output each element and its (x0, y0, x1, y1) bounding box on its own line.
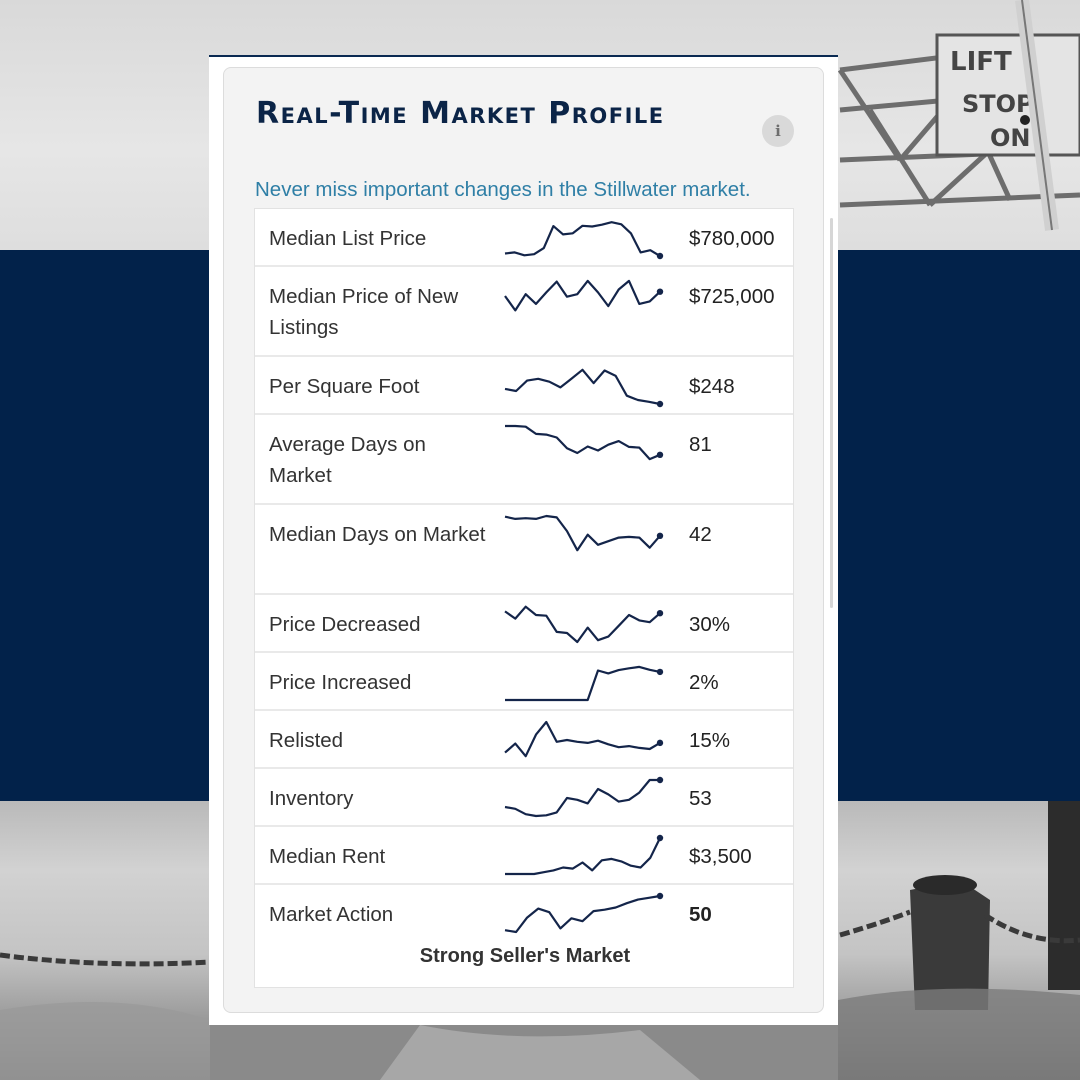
sparkline-chart (504, 514, 664, 552)
metric-value: 2% (689, 671, 719, 694)
metric-label: Median Days on Market (269, 523, 486, 546)
widget-title: Real-Time Market Profile (256, 96, 665, 131)
metric-row: Market Action 50 Strong Seller's Market (255, 885, 793, 987)
sparkline-trend-line (505, 837, 661, 876)
metric-value: 53 (689, 787, 712, 810)
svg-text:ON: ON (990, 124, 1031, 152)
metric-row: Per Square Foot $248 (255, 357, 793, 415)
metric-row: Inventory 53 (255, 769, 793, 827)
sparkline-endpoint (656, 668, 664, 676)
metric-row: Average Days on Market 81 (255, 415, 793, 505)
metric-value: 81 (689, 433, 712, 456)
sparkline-chart (504, 720, 664, 758)
sparkline-trend-line (504, 894, 661, 934)
sparkline-trend-line (504, 279, 661, 312)
sparkline-endpoint (656, 739, 664, 747)
sparkline-trend-line (504, 720, 661, 758)
sparkline-chart (504, 892, 664, 934)
sparkline-chart (504, 221, 664, 260)
metric-value: $248 (689, 375, 735, 398)
sparkline-trend-line (505, 424, 661, 461)
sparkline-trend-line (504, 514, 661, 552)
info-icon[interactable]: i (762, 115, 794, 147)
metric-row: Median List Price $780,000 (255, 209, 793, 267)
metric-row: Median Rent $3,500 (255, 827, 793, 885)
metric-label: Median Price of New Listings (269, 285, 459, 339)
sparkline-trend-line (504, 221, 661, 257)
metric-label: Average Days on Market (269, 433, 426, 487)
metrics-table: Median List Price $780,000 Median Price of… (254, 208, 794, 988)
sparkline-chart (504, 279, 664, 312)
sparkline-chart (505, 424, 664, 461)
metric-label: Price Decreased (269, 613, 421, 636)
market-profile-widget: Real-Time Market Profile i Never miss im… (209, 55, 838, 1025)
scrollbar[interactable] (830, 218, 833, 608)
sparkline-endpoint (656, 288, 664, 295)
metric-value: 42 (689, 523, 712, 546)
metric-row: Price Increased 2% (255, 653, 793, 711)
market-profile-card: Real-Time Market Profile i Never miss im… (223, 67, 833, 1013)
sparkline-endpoint (656, 451, 664, 458)
metric-value: 50 (689, 903, 712, 926)
sparkline-chart (504, 776, 664, 818)
market-verdict: Strong Seller's Market (419, 945, 631, 967)
svg-text:LIFT: LIFT (950, 47, 1012, 77)
metric-label: Price Increased (269, 671, 412, 694)
metric-label: Median List Price (269, 227, 427, 250)
sparkline-endpoint (656, 892, 664, 900)
sparkline-trend-line (504, 778, 660, 818)
widget-subtitle: Never miss important changes in the Stil… (255, 178, 751, 201)
metric-label: Inventory (269, 787, 354, 810)
metric-label: Per Square Foot (269, 375, 420, 398)
metric-row: Median Days on Market 42 (255, 505, 793, 595)
sparkline-chart (504, 605, 664, 644)
metric-label: Market Action (269, 903, 394, 926)
sparkline-endpoint (656, 834, 664, 842)
metric-row: Price Decreased 30% (255, 595, 793, 653)
metric-value: 15% (689, 729, 731, 752)
sparkline-trend-line (504, 368, 661, 406)
sparkline-endpoint (656, 252, 664, 260)
metric-value: $3,500 (689, 845, 752, 868)
metric-row: Median Price of New Listings $725,000 (255, 267, 793, 357)
sparkline-endpoint (656, 776, 664, 784)
sparkline-endpoint (656, 610, 664, 617)
sparkline-endpoint (656, 532, 664, 539)
metric-label: Relisted (269, 729, 344, 752)
sparkline-chart (504, 368, 664, 408)
metric-value: 30% (689, 613, 731, 636)
svg-text:STOP: STOP (962, 90, 1034, 118)
metric-row: Relisted 15% (255, 711, 793, 769)
metric-label: Median Rent (269, 845, 386, 868)
sparkline-trend-line (505, 665, 661, 702)
sparkline-endpoint (656, 400, 664, 408)
sparkline-trend-line (504, 605, 661, 644)
sparkline-chart (505, 834, 664, 876)
metric-value: $780,000 (689, 227, 775, 250)
metric-value: $725,000 (689, 285, 775, 308)
sparkline-chart (505, 665, 664, 702)
